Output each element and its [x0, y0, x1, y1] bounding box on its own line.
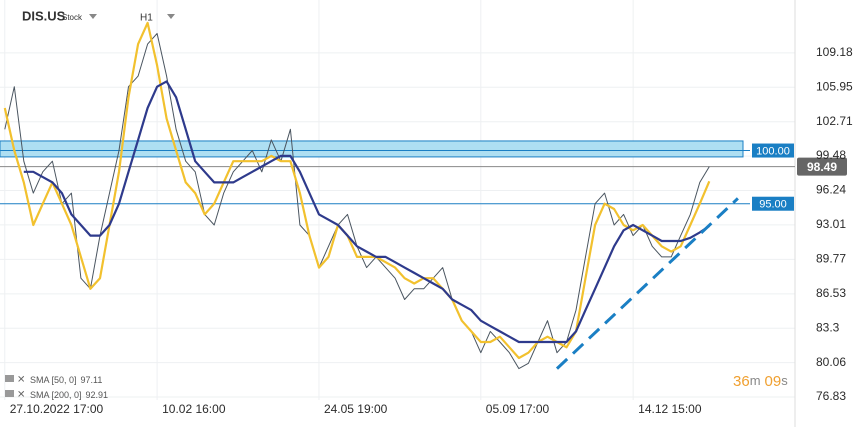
x-tick-label: 14.12 15:00 — [638, 402, 702, 416]
legend-icon[interactable] — [5, 375, 14, 382]
y-tick-label: 76.83 — [816, 389, 846, 403]
legend-close[interactable]: ✕ — [17, 390, 25, 401]
legend-entry: SMA [200, 0] 92.91 — [30, 390, 108, 400]
symbol[interactable]: DIS.US — [22, 8, 66, 23]
legend-name: SMA [50, 0] — [30, 375, 77, 385]
level-label: 95.00 — [759, 199, 787, 211]
legend-value: 97.11 — [81, 375, 103, 385]
trendline — [555, 197, 739, 370]
y-tick-label: 93.01 — [816, 217, 846, 231]
y-tick-label: 96.24 — [816, 183, 846, 197]
x-tick-label: 10.02 16:00 — [162, 402, 226, 416]
countdown-minutes: 36 — [733, 373, 750, 390]
y-tick-label: 80.06 — [816, 355, 846, 369]
countdown-seconds: 09 — [765, 373, 782, 390]
legend-icon[interactable] — [5, 390, 14, 397]
y-tick-label: 89.77 — [816, 252, 846, 266]
y-tick-label: 105.95 — [816, 79, 853, 93]
legend-entry: SMA [50, 0] 97.11 — [30, 375, 102, 385]
level-label: 100.00 — [756, 145, 790, 157]
dropdown-arrow[interactable] — [89, 14, 97, 19]
x-tick-label: 27.10.2022 17:00 — [10, 402, 104, 416]
current-price-box — [797, 157, 847, 176]
instrument-kind: Stock — [62, 13, 83, 22]
y-tick-label: 83.3 — [816, 320, 840, 334]
series-line — [4, 33, 710, 370]
legend-name: SMA [200, 0] — [30, 390, 82, 400]
level-zone — [0, 140, 744, 158]
dropdown-arrow[interactable] — [167, 14, 175, 19]
y-tick-label: 109.18 — [816, 45, 853, 59]
countdown-unit: s — [781, 373, 788, 388]
legend-value: 92.91 — [86, 390, 109, 400]
y-tick-label: 86.53 — [816, 286, 846, 300]
x-tick-label: 24.05 19:00 — [324, 402, 388, 416]
countdown-unit: m — [750, 373, 761, 388]
legend-close[interactable]: ✕ — [17, 375, 25, 386]
series-line — [3, 21, 711, 360]
current-price-label: 98.49 — [807, 160, 837, 174]
level-label-box — [752, 143, 794, 158]
interval[interactable]: H1 — [140, 13, 153, 24]
countdown: 36m 09s — [733, 373, 788, 390]
y-tick-label: 99.48 — [816, 148, 846, 162]
y-tick-label: 102.71 — [816, 114, 853, 128]
legend: ✕ ✕ SMA [50, 0] 97.11 SMA [200, 0] 92.91 — [5, 375, 108, 401]
series-line — [23, 80, 710, 344]
level-label-box — [752, 196, 794, 211]
x-tick-label: 05.09 17:00 — [486, 402, 550, 416]
